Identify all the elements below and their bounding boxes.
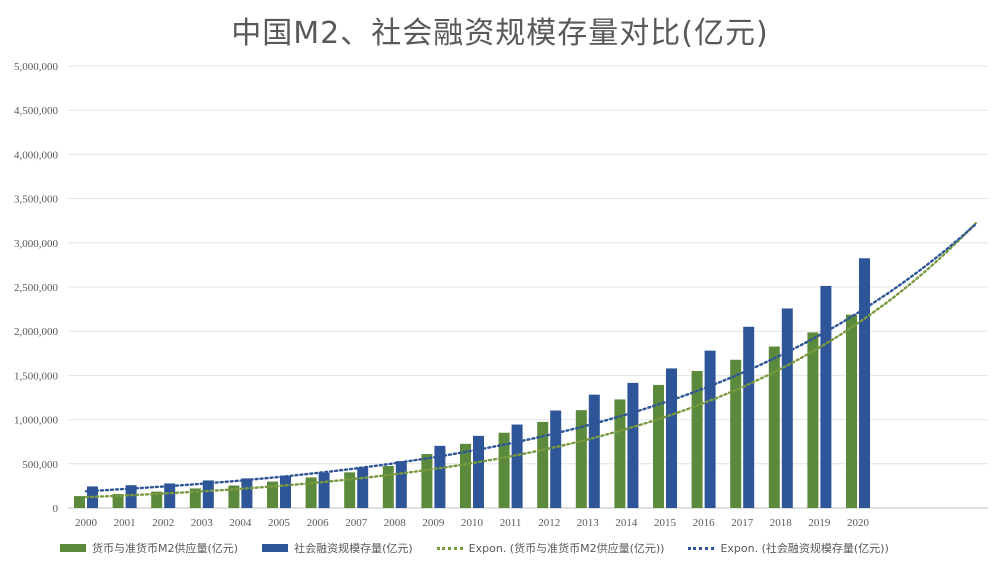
x-tick-label: 2014 <box>615 517 638 529</box>
x-tick-label: 2017 <box>731 517 754 529</box>
legend-swatch-trend-social-financing <box>688 546 715 550</box>
chart-title: 中国M2、社会融资规模存量对比(亿元) <box>231 16 769 51</box>
bar-m2 <box>382 465 394 508</box>
bar-m2 <box>846 314 857 508</box>
trendline-m2 <box>84 222 977 499</box>
x-tick-label: 2020 <box>847 517 870 529</box>
bar-social-financing <box>588 394 600 508</box>
x-tick-label: 2004 <box>229 517 252 529</box>
bar-m2 <box>421 454 433 508</box>
x-tick-label: 2010 <box>461 517 484 529</box>
x-tick-label: 2019 <box>808 517 831 529</box>
x-tick-label: 2006 <box>307 517 330 529</box>
legend-label-m2: 货币与准货币M2供应量(亿元) <box>92 542 239 555</box>
bar-social-financing <box>704 350 716 508</box>
bar-social-financing <box>820 285 832 508</box>
y-tick-label: 1,000,000 <box>14 415 59 427</box>
y-tick-label: 0 <box>53 503 59 515</box>
legend-swatch-trend-m2 <box>436 546 463 550</box>
legend-item-trend-social-financing: Expon. (社会融资规模存量(亿元)) <box>688 540 889 556</box>
bar-m2 <box>537 421 549 508</box>
bar-social-financing <box>395 461 407 508</box>
legend-item-m2: 货币与准货币M2供应量(亿元) <box>60 540 238 556</box>
gridlines <box>68 65 988 509</box>
bar-social-financing <box>781 308 793 508</box>
x-tick-label: 2008 <box>384 517 407 529</box>
bar-social-financing <box>666 368 677 508</box>
y-tick-label: 4,000,000 <box>14 149 59 161</box>
legend-swatch-social-financing <box>262 544 289 552</box>
bar-social-financing <box>511 424 523 508</box>
x-tick-label: 2009 <box>422 517 445 529</box>
x-tick-label: 2005 <box>268 517 291 529</box>
bar-social-financing <box>202 480 214 508</box>
bar-m2 <box>575 410 587 508</box>
bar-m2 <box>189 488 201 508</box>
bar-social-financing <box>473 435 484 508</box>
x-tick-label: 2018 <box>770 517 793 529</box>
bar-m2 <box>768 346 780 508</box>
bar-social-financing <box>357 467 369 508</box>
x-axis-ticks: 2000 2001 2002 2003 2004 2005 2006 2007 2008 2009… <box>75 517 870 529</box>
bar-social-financing <box>743 326 755 508</box>
y-tick-label: 1,500,000 <box>14 370 59 382</box>
x-tick-label: 2016 <box>693 517 716 529</box>
bar-m2 <box>807 332 819 508</box>
x-tick-label: 2015 <box>654 517 677 529</box>
x-tick-label: 2012 <box>538 517 560 529</box>
bar-m2 <box>730 359 742 508</box>
y-tick-label: 5,000,000 <box>14 61 59 73</box>
bar-m2 <box>112 494 124 508</box>
bar-social-financing <box>434 445 446 508</box>
y-tick-label: 2,000,000 <box>14 326 59 338</box>
bar-series <box>74 258 870 508</box>
bar-m2 <box>74 496 85 508</box>
bar-m2 <box>151 491 163 508</box>
y-axis-ticks: 0 500,000 1,000,000 1,500,000 2,000,000 2,500… <box>14 61 59 515</box>
legend-label-social-financing: 社会融资规模存量(亿元) <box>294 542 413 555</box>
y-tick-label: 3,500,000 <box>14 194 59 206</box>
x-tick-label: 2007 <box>345 517 368 529</box>
y-tick-label: 3,000,000 <box>14 238 59 250</box>
bar-m2 <box>498 432 510 508</box>
bar-m2 <box>344 472 356 508</box>
y-tick-label: 500,000 <box>22 459 58 471</box>
legend-item-trend-m2: Expon. (货币与准货币M2供应量(亿元)) <box>436 540 665 556</box>
bar-m2 <box>305 477 317 508</box>
bar-m2 <box>228 485 240 508</box>
bar-social-financing <box>164 483 176 508</box>
x-tick-label: 2000 <box>75 517 98 529</box>
legend: 货币与准货币M2供应量(亿元) 社会融资规模存量(亿元) Expon. (货币与… <box>60 538 1000 558</box>
trendline-social-financing <box>84 222 977 493</box>
bar-m2 <box>614 399 626 508</box>
legend-label-trend-m2: Expon. (货币与准货币M2供应量(亿元)) <box>468 542 665 555</box>
bar-m2 <box>460 443 471 508</box>
legend-item-social-financing: 社会融资规模存量(亿元) <box>262 540 413 556</box>
x-tick-label: 2013 <box>577 517 600 529</box>
legend-swatch-m2 <box>60 544 86 552</box>
y-tick-label: 2,500,000 <box>14 282 59 294</box>
bar-m2 <box>691 370 703 508</box>
bar-m2 <box>267 481 278 508</box>
bar-social-financing <box>125 485 137 508</box>
bar-social-financing <box>318 472 330 508</box>
y-tick-label: 4,500,000 <box>14 105 59 117</box>
x-tick-label: 2002 <box>152 517 174 529</box>
bar-social-financing <box>627 382 639 508</box>
x-tick-label: 2001 <box>114 517 136 529</box>
x-tick-label: 2011 <box>500 517 522 529</box>
x-tick-label: 2003 <box>191 517 214 529</box>
trendlines <box>84 222 977 499</box>
bar-social-financing <box>241 478 253 508</box>
bar-social-financing <box>859 258 870 508</box>
bar-social-financing <box>550 410 562 508</box>
bar-social-financing <box>280 475 291 508</box>
bar-m2 <box>653 384 664 508</box>
legend-label-trend-social-financing: Expon. (社会融资规模存量(亿元)) <box>720 542 889 555</box>
